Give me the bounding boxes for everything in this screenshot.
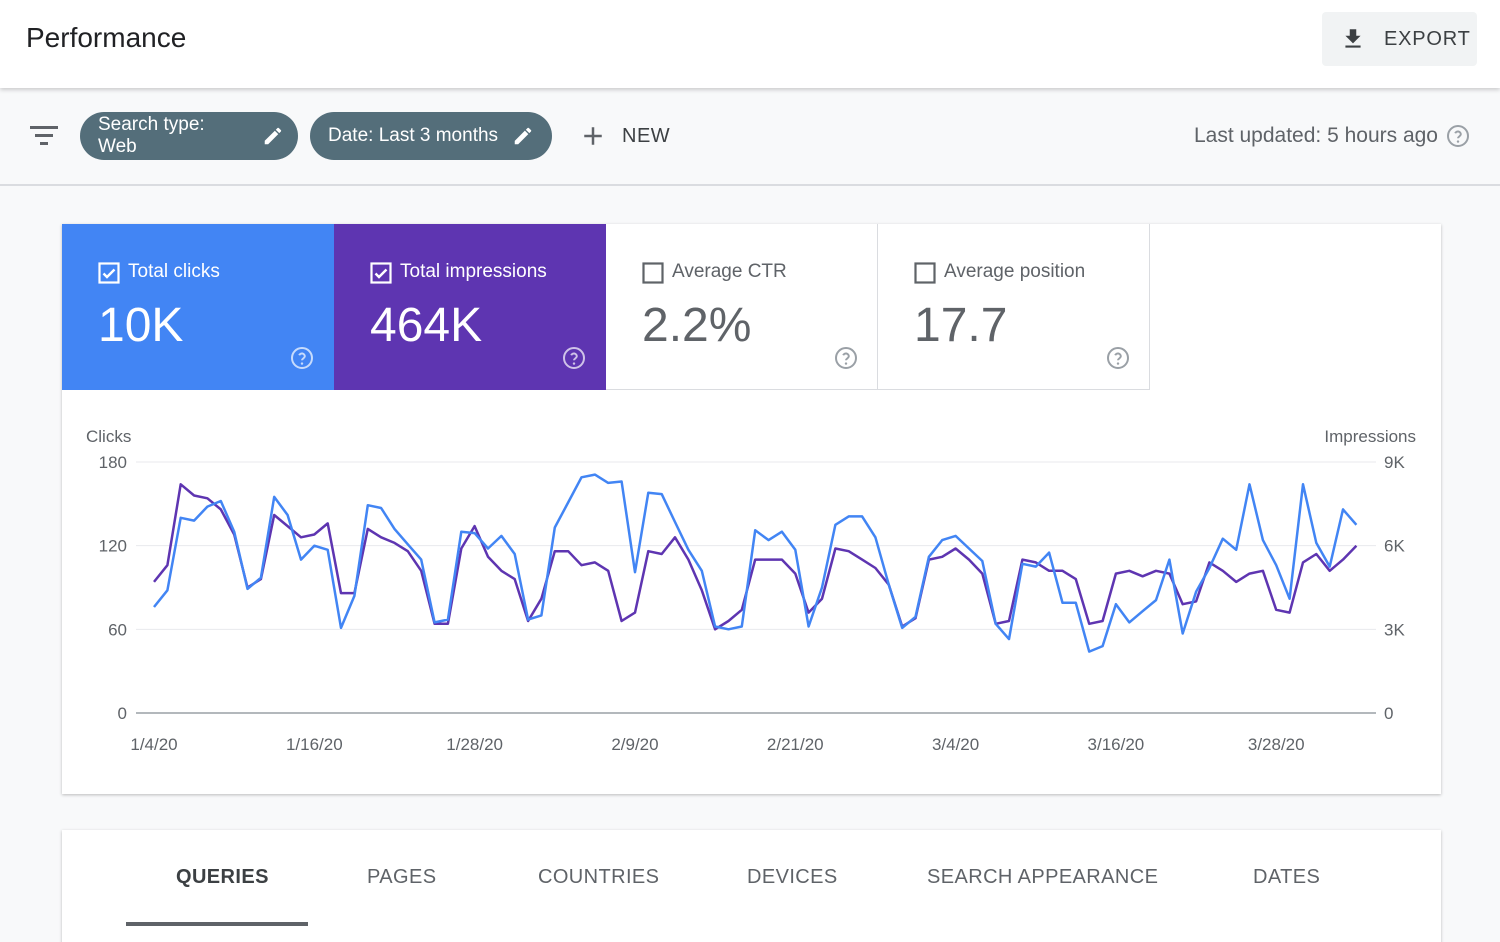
x-tick-label: 3/4/20: [932, 735, 979, 754]
tab-dates[interactable]: DATES: [1253, 866, 1321, 888]
series-line-total-clicks: [153, 473, 1358, 653]
chip-label: Search type: Web: [98, 114, 205, 157]
metric-value: 2.2%: [642, 299, 752, 352]
y-tick-label-right: 0: [1384, 704, 1393, 723]
y-tick-label-right: 6K: [1384, 537, 1405, 556]
tab-devices[interactable]: DEVICES: [747, 866, 838, 888]
x-tick-label: 3/16/20: [1088, 735, 1145, 754]
checkbox-checked-icon[interactable]: [370, 262, 392, 284]
metric-average-position[interactable]: Average position 17.7: [878, 224, 1150, 390]
y-tick-label-left: 180: [99, 453, 127, 472]
metric-value: 464K: [370, 299, 483, 352]
y-axis-title-left: Clicks: [86, 427, 131, 446]
metric-value: 17.7: [914, 299, 1008, 352]
tab-queries[interactable]: QUERIES: [176, 866, 269, 888]
metric-total-impressions[interactable]: Total impressions 464K: [334, 224, 606, 390]
chip-label: Date: Last 3 months: [328, 125, 499, 146]
export-label: EXPORT: [1384, 27, 1471, 50]
performance-card: Total clicks 10K Total impressions 464K …: [62, 224, 1441, 794]
active-tab-indicator: [126, 922, 308, 926]
checkbox-unchecked-icon[interactable]: [914, 262, 936, 284]
tab-countries[interactable]: COUNTRIES: [538, 866, 660, 888]
filter-list-icon[interactable]: [28, 122, 60, 150]
tab-pages[interactable]: PAGES: [367, 866, 437, 888]
plus-icon: [584, 127, 602, 145]
y-tick-label-right: 9K: [1384, 453, 1405, 472]
y-tick-label-left: 0: [118, 704, 127, 723]
y-axis-title-right: Impressions: [1324, 427, 1416, 446]
new-filter-label: NEW: [622, 124, 671, 147]
y-tick-label-left: 120: [99, 537, 127, 556]
metric-label: Average CTR: [672, 261, 787, 282]
metric-label: Average position: [944, 261, 1086, 282]
metric-value: 10K: [98, 299, 184, 352]
download-icon: [1345, 29, 1361, 48]
filter-chip-search-type[interactable]: Search type: Web: [80, 112, 298, 160]
edit-pencil-icon: [514, 127, 532, 145]
new-filter-button[interactable]: NEW: [578, 118, 670, 154]
export-button[interactable]: EXPORT: [1322, 12, 1477, 66]
x-tick-label: 1/28/20: [446, 735, 503, 754]
help-circle-icon[interactable]: [834, 346, 858, 370]
page-title: Performance: [26, 22, 187, 53]
x-tick-label: 1/4/20: [130, 735, 177, 754]
y-tick-label-right: 3K: [1384, 620, 1405, 639]
help-circle-icon[interactable]: [1446, 124, 1470, 148]
app-header: Performance EXPORT: [0, 0, 1500, 88]
x-tick-label: 2/21/20: [767, 735, 824, 754]
filter-chip-date[interactable]: Date: Last 3 months: [310, 112, 552, 160]
x-tick-label: 1/16/20: [286, 735, 343, 754]
metric-total-clicks[interactable]: Total clicks 10K: [62, 224, 334, 390]
series-line-total-impressions: [153, 483, 1358, 631]
metric-label: Total impressions: [400, 261, 547, 282]
help-circle-icon[interactable]: [562, 346, 586, 370]
x-tick-label: 2/9/20: [611, 735, 658, 754]
checkbox-checked-icon[interactable]: [98, 262, 120, 284]
checkbox-unchecked-icon[interactable]: [642, 262, 664, 284]
tab-search-appearance[interactable]: SEARCH APPEARANCE: [927, 866, 1159, 888]
report-tabs-card: QUERIES PAGES COUNTRIES DEVICES SEARCH A…: [62, 830, 1441, 942]
help-circle-icon[interactable]: [290, 346, 314, 370]
edit-pencil-icon: [264, 127, 282, 145]
y-tick-label-left: 60: [108, 620, 127, 639]
x-tick-label: 3/28/20: [1248, 735, 1305, 754]
filter-bar: Search type: Web Date: Last 3 months NEW…: [0, 88, 1500, 186]
help-circle-icon[interactable]: [1106, 346, 1130, 370]
last-updated-text: Last updated: 5 hours ago: [1193, 124, 1438, 147]
metric-label: Total clicks: [128, 261, 220, 282]
metric-average-ctr[interactable]: Average CTR 2.2%: [606, 224, 878, 390]
